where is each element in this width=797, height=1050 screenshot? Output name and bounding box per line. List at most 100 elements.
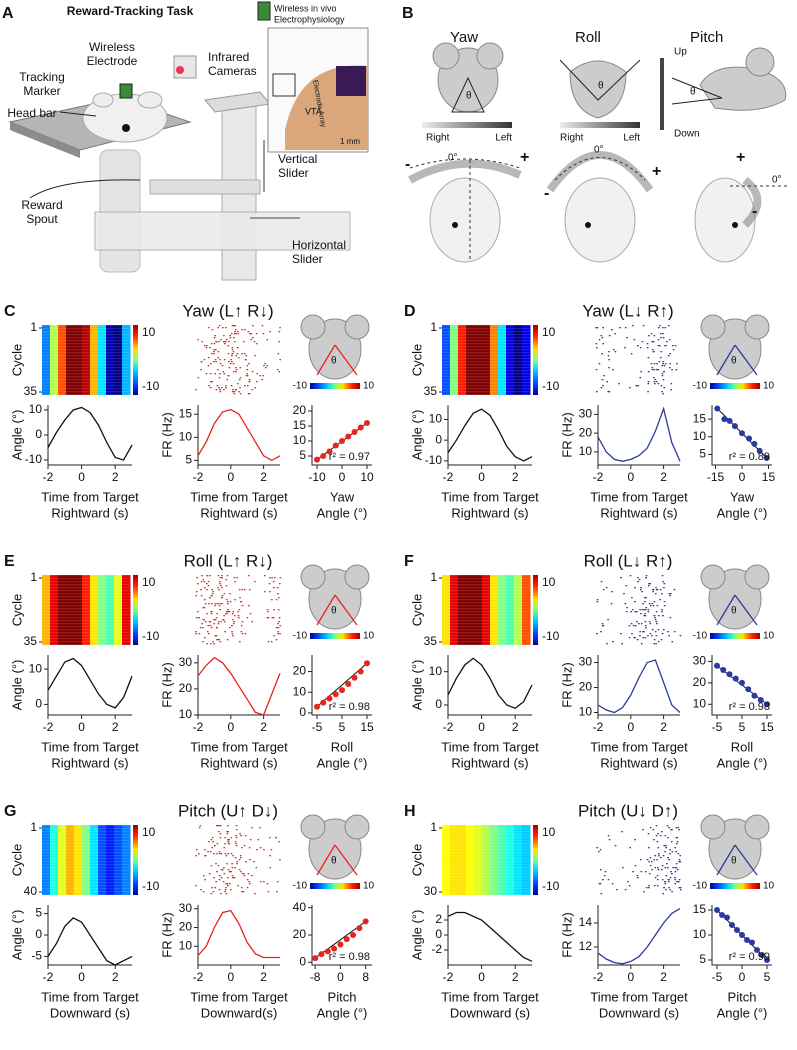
raster-tick [661,879,664,881]
raster-tick [225,387,227,389]
raster-tick [662,333,664,335]
raster-tick [256,381,258,383]
raster-tick [235,371,237,373]
raster-tick [224,889,227,891]
label: Wireless in vivo [274,3,337,13]
raster-tick [234,331,236,333]
raster-tick [655,835,658,837]
x-axis-label: Time from Target [441,989,539,1004]
raster-tick [228,341,230,343]
raster-tick [648,847,650,849]
heatmap-texture [442,337,530,339]
raster-tick [657,339,660,341]
heatmap-texture [442,629,530,631]
icon-angle [316,594,358,626]
raster-tick [243,845,246,847]
raster-tick [653,335,656,337]
x-axis-label: Angle (°) [317,755,368,770]
raster-tick [225,599,228,601]
icon-colorbar [310,383,360,389]
heatmap-cell [450,325,459,395]
raster-tick [209,387,212,389]
heatmap-texture [442,599,530,601]
heatmap-cell [458,325,467,395]
raster-tick [225,613,227,615]
zero-label: 0° [772,175,782,186]
raster-tick [663,583,666,585]
icon-angle [316,344,358,376]
y-axis-label: Cycle [9,594,24,627]
raster-tick [620,577,622,579]
raster-tick [639,635,641,637]
raster-tick [663,601,666,603]
colorbar [533,575,538,645]
raster-tick [218,325,221,327]
raster-tick [653,363,656,365]
raster-tick [279,625,281,627]
raster-tick [266,883,269,885]
raster-tick [668,859,670,861]
raster-tick [649,605,652,607]
raster-tick [271,617,274,619]
raster-tick [227,609,229,611]
raster-tick [664,881,666,883]
raster-tick [639,859,642,861]
scatter-point [343,936,350,943]
scatter-point [754,947,760,953]
heatmap-cell [522,325,531,395]
raster-tick [656,885,659,887]
raster-tick [628,637,631,639]
raster-tick [196,577,199,579]
raster-tick [243,873,245,875]
icon-ear [700,814,726,840]
y-tick-label: 1 [430,570,437,584]
raster-tick [233,877,236,879]
raster-tick [648,885,650,887]
icon-colorbar-label: -10 [293,631,308,642]
raster-tick [654,877,657,879]
raster-tick [650,363,653,365]
raster-tick [662,361,665,363]
panel-letter: G [4,803,16,820]
raster-tick [653,383,656,385]
x-axis-label: Time from Target [590,739,688,754]
raster-tick [647,383,650,385]
raster-tick [665,875,668,877]
raster-tick [249,613,252,615]
panel-letter: D [404,303,416,320]
raster-tick [601,337,604,339]
raster-tick [652,629,654,631]
raster-tick [596,633,598,635]
raster-tick [277,369,279,371]
raster-tick [259,847,262,849]
raster-tick [251,621,253,623]
heatmap-texture [42,596,130,598]
raster-tick [203,599,206,601]
raster-tick [278,371,280,373]
raster-tick [241,353,243,355]
raster-tick [637,577,639,579]
raster-tick [247,873,250,875]
raster-tick [261,325,264,327]
raster-tick [635,385,638,387]
raster-tick [229,889,232,891]
heatmap-texture [42,885,130,887]
raster-tick [204,587,206,589]
heatmap-texture [42,578,130,580]
raster-tick [215,863,217,865]
raster-tick [647,357,650,359]
raster-tick [273,587,275,589]
scatter-point [320,699,327,706]
y-tick-label: 15 [693,411,707,425]
raster-tick [664,835,667,837]
raster-tick [219,603,222,605]
heatmap-texture [42,852,130,854]
raster-tick [232,855,234,857]
icon-colorbar-label: -10 [693,881,708,892]
colorbar-tick-label: -10 [542,379,560,393]
heatmap-texture [42,611,130,613]
y-axis-label: Angle (°) [9,660,24,711]
raster-tick [230,837,233,839]
scatter-point [739,430,745,437]
raster-tick [241,633,244,635]
